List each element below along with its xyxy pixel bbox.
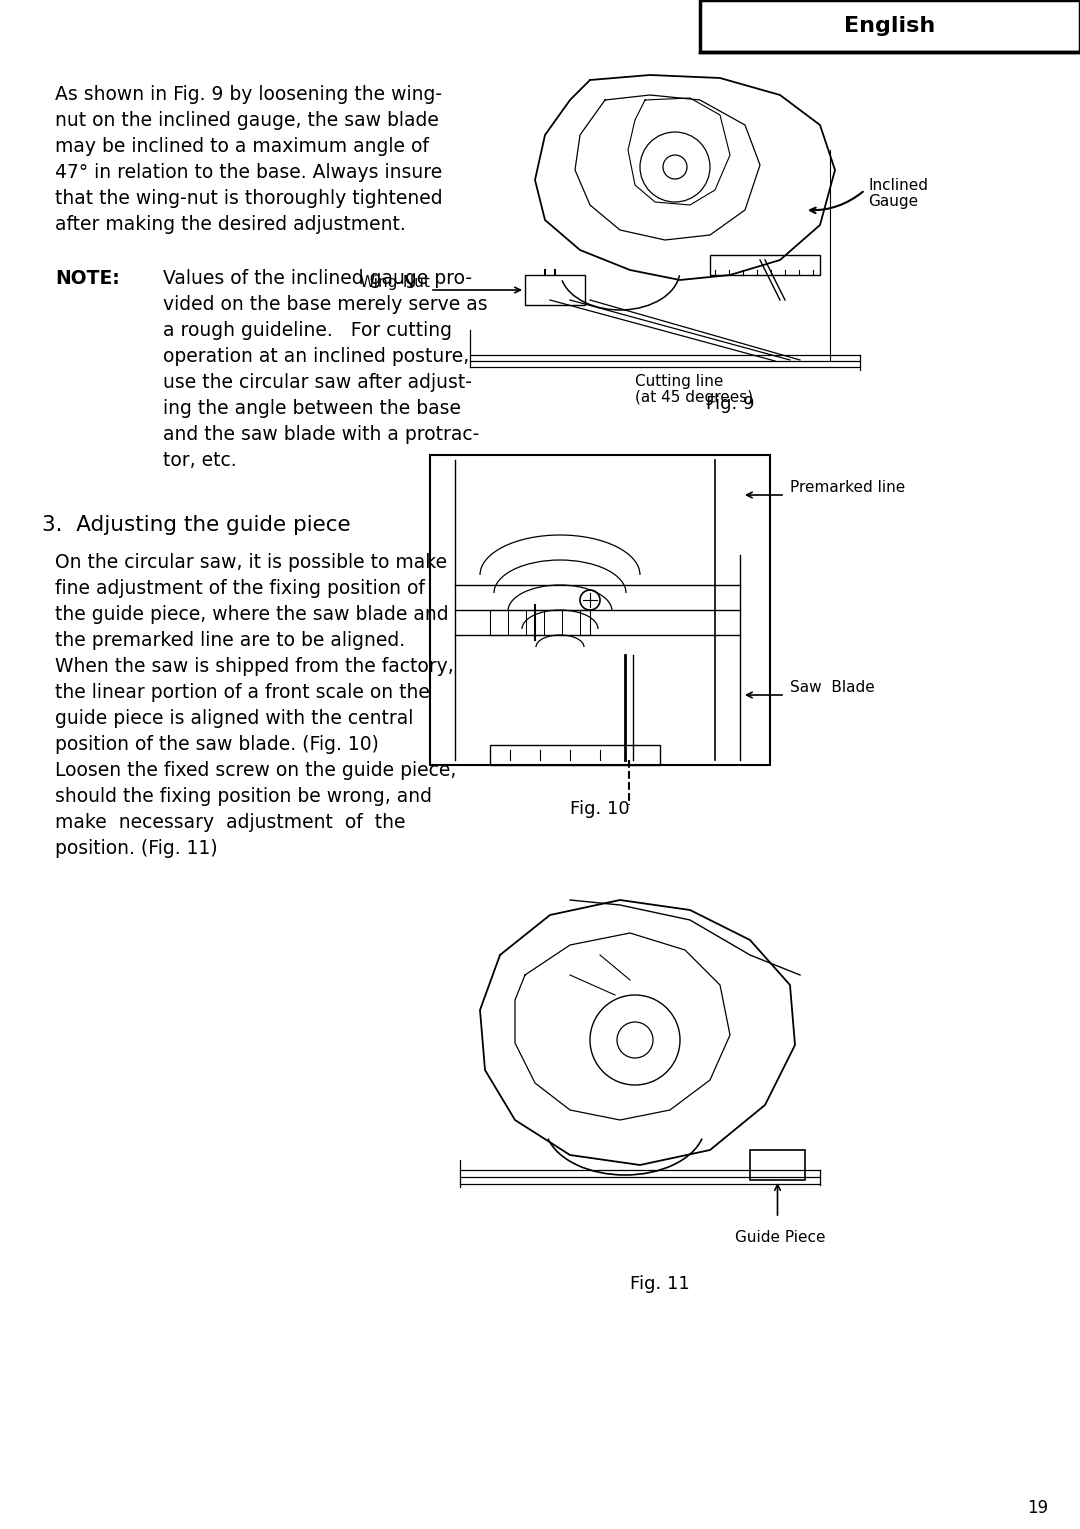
Text: Inclined: Inclined	[868, 177, 928, 193]
Text: NOTE:: NOTE:	[55, 269, 120, 287]
Text: fine adjustment of the fixing position of: fine adjustment of the fixing position o…	[55, 579, 424, 598]
Text: Saw  Blade: Saw Blade	[789, 680, 875, 696]
Bar	[490, 745, 660, 764]
Bar	[700, 0, 1080, 52]
Text: When the saw is shipped from the factory,: When the saw is shipped from the factory…	[55, 657, 454, 676]
Bar	[525, 275, 585, 304]
Text: 19: 19	[1027, 1498, 1049, 1517]
Text: ing the angle between the base: ing the angle between the base	[163, 399, 461, 417]
Text: position. (Fig. 11): position. (Fig. 11)	[55, 839, 218, 858]
Text: Fig. 11: Fig. 11	[630, 1275, 690, 1294]
Text: Premarked line: Premarked line	[789, 480, 905, 495]
Text: should the fixing position be wrong, and: should the fixing position be wrong, and	[55, 787, 432, 806]
Text: Values of the inclined gauge pro-: Values of the inclined gauge pro-	[163, 269, 472, 287]
Bar	[750, 1150, 805, 1180]
Text: 47° in relation to the base. Always insure: 47° in relation to the base. Always insu…	[55, 164, 442, 182]
Bar	[430, 456, 770, 764]
Text: use the circular saw after adjust-: use the circular saw after adjust-	[163, 373, 472, 391]
Text: the guide piece, where the saw blade and: the guide piece, where the saw blade and	[55, 605, 448, 624]
Text: vided on the base merely serve as: vided on the base merely serve as	[163, 295, 488, 313]
Text: tor, etc.: tor, etc.	[163, 451, 237, 469]
Text: As shown in Fig. 9 by loosening the wing-: As shown in Fig. 9 by loosening the wing…	[55, 86, 442, 104]
Text: English: English	[845, 15, 935, 37]
Text: nut on the inclined gauge, the saw blade: nut on the inclined gauge, the saw blade	[55, 112, 438, 130]
Text: operation at an inclined posture,: operation at an inclined posture,	[163, 347, 469, 365]
Text: the premarked line are to be aligned.: the premarked line are to be aligned.	[55, 631, 405, 650]
Text: Fig. 9: Fig. 9	[705, 394, 754, 413]
Text: the linear portion of a front scale on the: the linear portion of a front scale on t…	[55, 683, 430, 702]
Text: guide piece is aligned with the central: guide piece is aligned with the central	[55, 709, 414, 728]
Text: Loosen the fixed screw on the guide piece,: Loosen the fixed screw on the guide piec…	[55, 761, 457, 780]
Text: and the saw blade with a protrac-: and the saw blade with a protrac-	[163, 425, 480, 443]
Text: Wing-Nut: Wing-Nut	[360, 275, 431, 291]
Text: On the circular saw, it is possible to make: On the circular saw, it is possible to m…	[55, 553, 447, 572]
Text: (at 45 degrees): (at 45 degrees)	[635, 390, 753, 405]
Text: Guide Piece: Guide Piece	[735, 1229, 825, 1245]
Text: a rough guideline.   For cutting: a rough guideline. For cutting	[163, 321, 453, 339]
Text: Fig. 10: Fig. 10	[570, 800, 630, 818]
Text: after making the desired adjustment.: after making the desired adjustment.	[55, 216, 406, 234]
Bar	[490, 610, 590, 635]
Text: position of the saw blade. (Fig. 10): position of the saw blade. (Fig. 10)	[55, 735, 379, 754]
Text: 3.  Adjusting the guide piece: 3. Adjusting the guide piece	[42, 515, 351, 535]
Text: make  necessary  adjustment  of  the: make necessary adjustment of the	[55, 813, 405, 832]
Text: may be inclined to a maximum angle of: may be inclined to a maximum angle of	[55, 138, 429, 156]
Bar	[710, 255, 820, 275]
Text: Cutting line: Cutting line	[635, 375, 724, 388]
Text: Gauge: Gauge	[868, 194, 918, 209]
Text: that the wing-nut is thoroughly tightened: that the wing-nut is thoroughly tightene…	[55, 190, 443, 208]
